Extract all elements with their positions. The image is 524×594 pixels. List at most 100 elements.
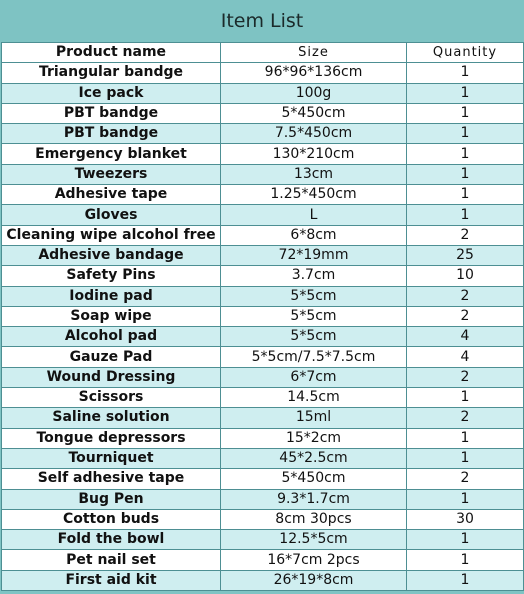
cell-product-name: Soap wipe <box>1 305 221 328</box>
table-row: Emergency blanket 130*210cm 1 <box>1 143 524 165</box>
cell-size: 130*210cm <box>220 143 407 165</box>
table-row: Scissors 14.5cm 1 <box>1 387 524 409</box>
cell-quantity: 2 <box>406 305 524 328</box>
table-row: Self adhesive tape 5*450cm 2 <box>1 468 524 490</box>
cell-product-name: Bug Pen <box>1 488 221 510</box>
cell-quantity: 1 <box>406 529 524 551</box>
table-row: PBT bandge 7.5*450cm 1 <box>1 123 524 145</box>
table-row: Adhesive tape 1.25*450cm 1 <box>1 184 524 206</box>
table-row: Iodine pad 5*5cm 2 <box>1 285 524 307</box>
cell-product-name: Triangular bandge <box>1 62 221 84</box>
column-header-size: Size <box>220 41 407 64</box>
cell-size: 72*19mm <box>220 244 407 267</box>
cell-product-name: Self adhesive tape <box>1 468 221 490</box>
table-row: Tourniquet 45*2.5cm 1 <box>1 447 524 470</box>
table-row: Soap wipe 5*5cm 2 <box>1 305 524 328</box>
cell-size: 8cm 30pcs <box>220 508 407 531</box>
table-row: Tongue depressors 15*2cm 1 <box>1 427 524 449</box>
cell-quantity: 30 <box>406 508 524 531</box>
cell-quantity: 4 <box>406 346 524 368</box>
cell-product-name: Saline solution <box>1 407 221 429</box>
cell-quantity: 1 <box>406 387 524 409</box>
cell-product-name: Ice pack <box>1 82 221 104</box>
cell-size: 12.5*5cm <box>220 529 407 551</box>
table-row: Saline solution 15ml 2 <box>1 407 524 429</box>
cell-size: 45*2.5cm <box>220 447 407 470</box>
cell-quantity: 1 <box>406 447 524 470</box>
cell-product-name: Emergency blanket <box>1 143 221 165</box>
cell-size: 14.5cm <box>220 387 407 409</box>
cell-product-name: First aid kit <box>1 569 221 592</box>
cell-size: 5*450cm <box>220 468 407 490</box>
item-table: Product name Size Quantity Triangular ba… <box>1 41 524 592</box>
cell-quantity: 1 <box>406 488 524 510</box>
cell-quantity: 1 <box>406 184 524 206</box>
cell-size: 1.25*450cm <box>220 184 407 206</box>
cell-product-name: PBT bandge <box>1 102 221 125</box>
cell-product-name: Adhesive bandage <box>1 244 221 267</box>
table-row: Ice pack 100g 1 <box>1 82 524 104</box>
cell-size: 16*7cm 2pcs <box>220 549 407 571</box>
table-row: Cleaning wipe alcohol free 6*8cm 2 <box>1 224 524 246</box>
table-row: Wound Dressing 6*7cm 2 <box>1 366 524 389</box>
cell-quantity: 25 <box>406 244 524 267</box>
cell-product-name: Safety Pins <box>1 265 221 287</box>
page-title: Item List <box>0 0 524 42</box>
table-row: Fold the bowl 12.5*5cm 1 <box>1 529 524 551</box>
table-row: Pet nail set 16*7cm 2pcs 1 <box>1 549 524 571</box>
cell-product-name: Tongue depressors <box>1 427 221 449</box>
cell-quantity: 4 <box>406 326 524 348</box>
table-header-row: Product name Size Quantity <box>1 41 524 64</box>
cell-quantity: 2 <box>406 285 524 307</box>
table-row: PBT bandge 5*450cm 1 <box>1 102 524 125</box>
cell-quantity: 1 <box>406 102 524 125</box>
cell-product-name: Gloves <box>1 204 221 226</box>
cell-quantity: 1 <box>406 123 524 145</box>
cell-product-name: Cotton buds <box>1 508 221 531</box>
cell-quantity: 2 <box>406 468 524 490</box>
cell-size: 100g <box>220 82 407 104</box>
cell-product-name: Wound Dressing <box>1 366 221 389</box>
cell-size: 5*5cm/7.5*7.5cm <box>220 346 407 368</box>
cell-size: L <box>220 204 407 226</box>
cell-product-name: Tourniquet <box>1 447 221 470</box>
cell-product-name: Adhesive tape <box>1 184 221 206</box>
cell-size: 7.5*450cm <box>220 123 407 145</box>
cell-quantity: 1 <box>406 62 524 84</box>
table-row: Bug Pen 9.3*1.7cm 1 <box>1 488 524 510</box>
column-header-quantity: Quantity <box>406 41 524 64</box>
cell-quantity: 2 <box>406 407 524 429</box>
cell-product-name: PBT bandge <box>1 123 221 145</box>
cell-quantity: 1 <box>406 163 524 186</box>
cell-size: 9.3*1.7cm <box>220 488 407 510</box>
cell-product-name: Alcohol pad <box>1 326 221 348</box>
cell-quantity: 1 <box>406 204 524 226</box>
cell-quantity: 1 <box>406 143 524 165</box>
table-row: Tweezers 13cm 1 <box>1 163 524 186</box>
table-row: Adhesive bandage 72*19mm 25 <box>1 244 524 267</box>
cell-quantity: 2 <box>406 366 524 389</box>
table-row: Cotton buds 8cm 30pcs 30 <box>1 508 524 531</box>
cell-size: 5*5cm <box>220 285 407 307</box>
table-row: Gauze Pad 5*5cm/7.5*7.5cm 4 <box>1 346 524 368</box>
table-row: Triangular bandge 96*96*136cm 1 <box>1 62 524 84</box>
cell-size: 15ml <box>220 407 407 429</box>
cell-quantity: 1 <box>406 427 524 449</box>
column-header-product-name: Product name <box>1 41 221 64</box>
cell-quantity: 1 <box>406 569 524 592</box>
cell-product-name: Pet nail set <box>1 549 221 571</box>
cell-product-name: Fold the bowl <box>1 529 221 551</box>
cell-size: 5*450cm <box>220 102 407 125</box>
table-body: Triangular bandge 96*96*136cm 1 Ice pack 100… <box>1 62 524 592</box>
cell-size: 5*5cm <box>220 326 407 348</box>
cell-quantity: 1 <box>406 82 524 104</box>
cell-quantity: 2 <box>406 224 524 246</box>
cell-size: 13cm <box>220 163 407 186</box>
cell-quantity: 1 <box>406 549 524 571</box>
cell-size: 15*2cm <box>220 427 407 449</box>
cell-size: 5*5cm <box>220 305 407 328</box>
cell-size: 6*8cm <box>220 224 407 246</box>
cell-size: 6*7cm <box>220 366 407 389</box>
cell-size: 26*19*8cm <box>220 569 407 592</box>
